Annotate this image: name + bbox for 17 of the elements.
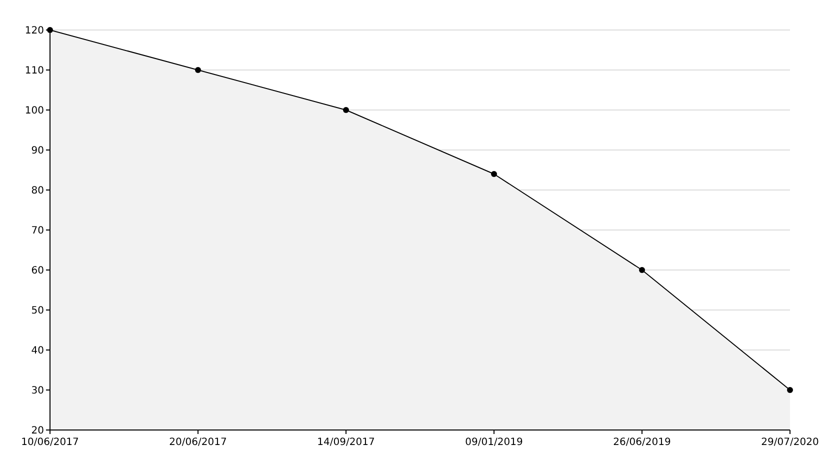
- y-tick-label: 30: [31, 386, 44, 396]
- x-tick-label: 20/06/2017: [169, 437, 227, 448]
- y-tick-label: 20: [31, 426, 44, 436]
- y-tick-label: 50: [31, 306, 44, 316]
- x-tick-label: 09/01/2019: [465, 437, 523, 448]
- y-tick-label: 40: [31, 346, 44, 356]
- x-tick-label: 14/09/2017: [317, 437, 375, 448]
- y-tick-label: 90: [31, 146, 44, 156]
- y-tick-label: 70: [31, 226, 44, 236]
- y-tick-label: 80: [31, 186, 44, 196]
- x-tick-label: 29/07/2020: [761, 437, 819, 448]
- x-tick-label: 10/06/2017: [21, 437, 79, 448]
- y-tick-label: 110: [24, 66, 44, 76]
- y-tick-label: 120: [24, 26, 44, 36]
- y-tick-label: 60: [31, 266, 44, 276]
- x-tick-label: 26/06/2019: [613, 437, 671, 448]
- y-tick-label: 100: [24, 106, 44, 116]
